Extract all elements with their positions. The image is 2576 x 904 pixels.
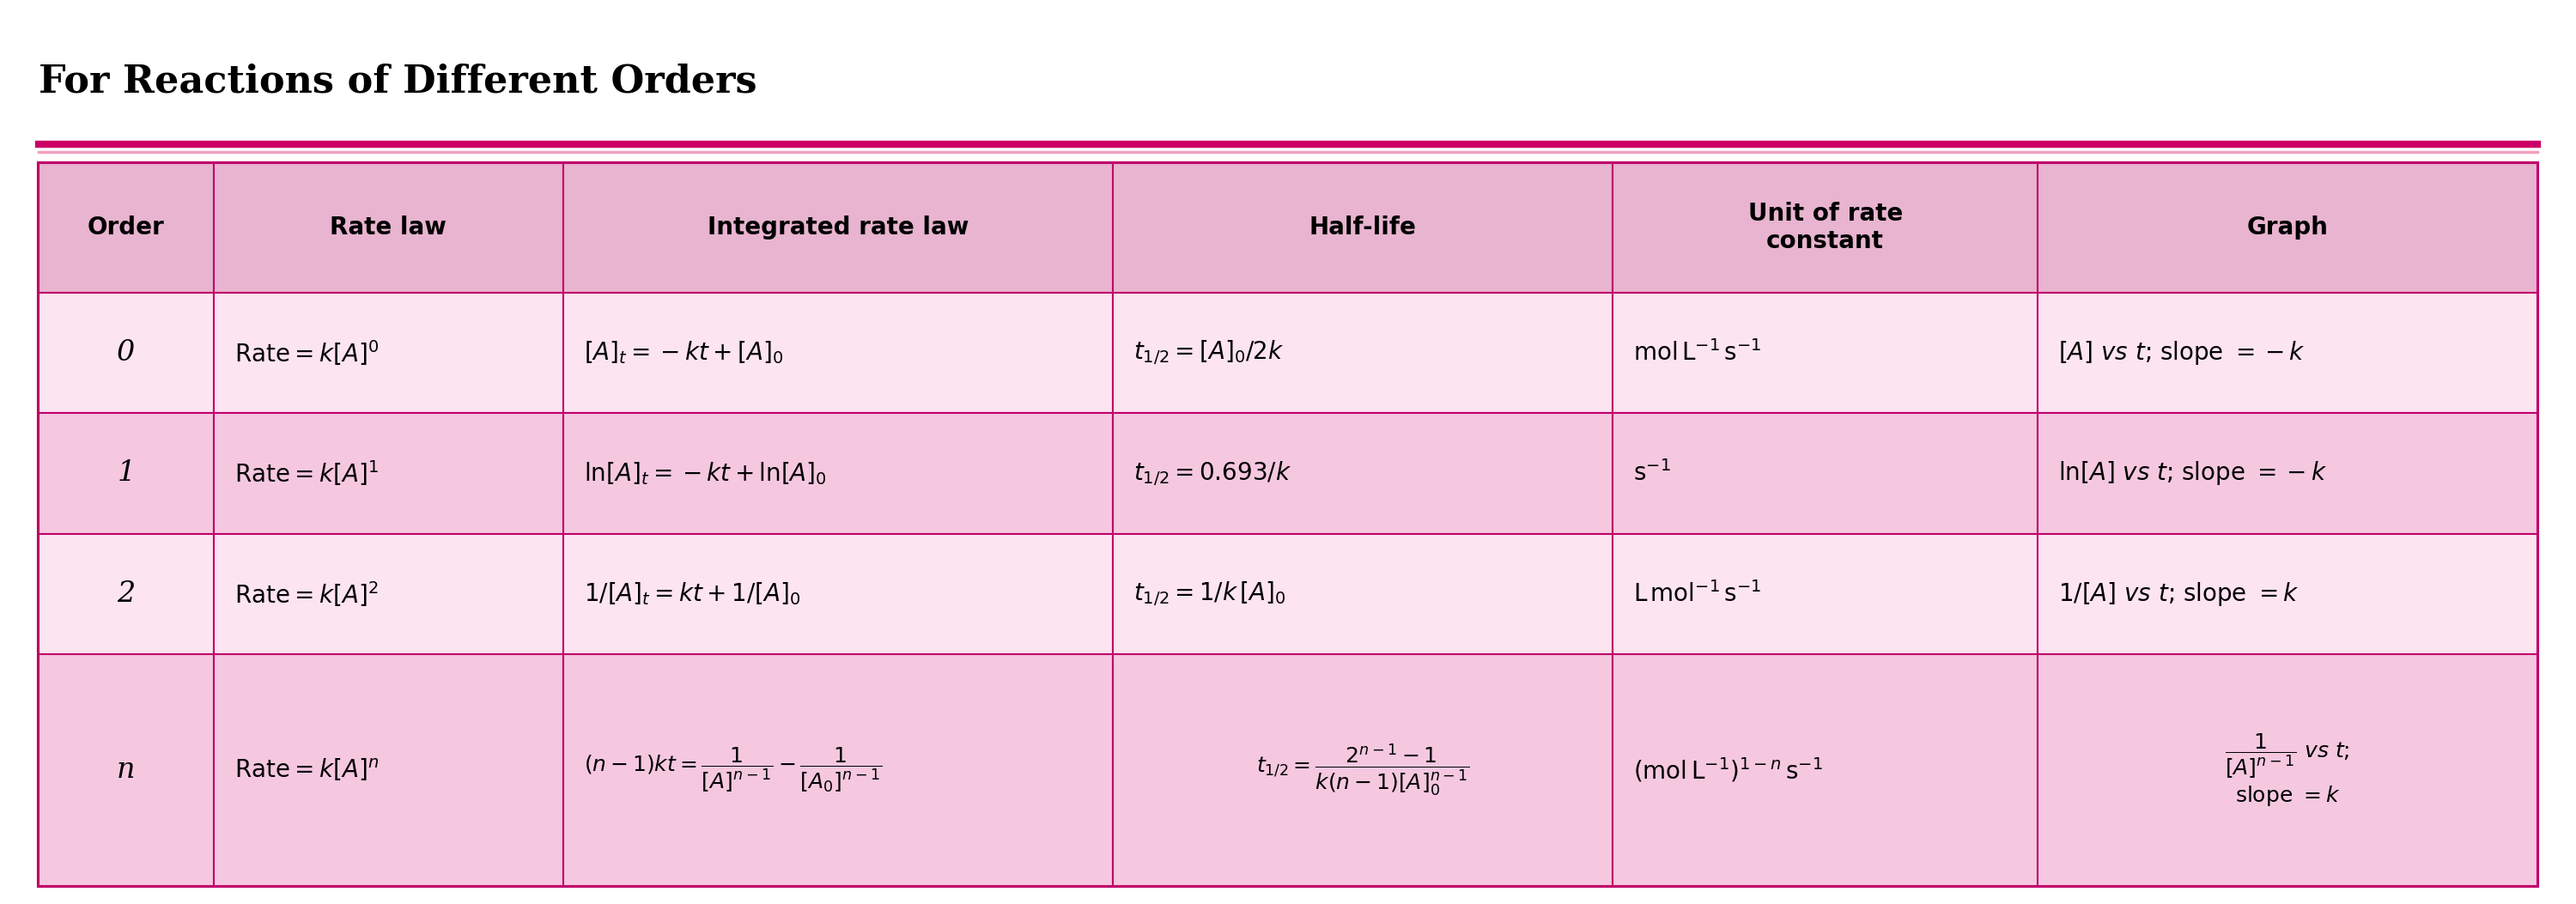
Bar bbox=[39, 163, 2537, 886]
Text: $\ln[A]_t = -kt + \ln[A]_0$: $\ln[A]_t = -kt + \ln[A]_0$ bbox=[585, 460, 827, 486]
Text: $t_{1/2} = 0.693/k$: $t_{1/2} = 0.693/k$ bbox=[1133, 459, 1291, 487]
Text: 1: 1 bbox=[116, 459, 134, 487]
Bar bbox=[1113, 293, 1613, 413]
Text: $\ln[A]$ $vs$ $t$; slope $= -k$: $\ln[A]$ $vs$ $t$; slope $= -k$ bbox=[2058, 459, 2326, 487]
Bar bbox=[1613, 654, 2038, 886]
Bar bbox=[2038, 413, 2537, 533]
Bar bbox=[1113, 413, 1613, 533]
Bar bbox=[2038, 293, 2537, 413]
Bar bbox=[564, 413, 1113, 533]
Text: $\mathrm{s^{-1}}$: $\mathrm{s^{-1}}$ bbox=[1633, 460, 1672, 486]
Text: $t_{1/2} = 1/k\,[A]_0$: $t_{1/2} = 1/k\,[A]_0$ bbox=[1133, 579, 1285, 607]
Text: Graph: Graph bbox=[2246, 215, 2329, 240]
Text: $t_{1/2} = [A]_0/2k$: $t_{1/2} = [A]_0/2k$ bbox=[1133, 339, 1285, 367]
Bar bbox=[39, 533, 214, 654]
Text: 0: 0 bbox=[116, 339, 134, 366]
Text: $\mathrm{Rate} = k[A]^0$: $\mathrm{Rate} = k[A]^0$ bbox=[234, 338, 379, 367]
Text: For Reactions of Different Orders: For Reactions of Different Orders bbox=[39, 63, 757, 100]
Text: Order: Order bbox=[88, 215, 165, 240]
Bar bbox=[214, 413, 564, 533]
Bar bbox=[1613, 413, 2038, 533]
Bar bbox=[214, 293, 564, 413]
Bar bbox=[564, 163, 1113, 293]
Text: $\mathrm{Rate} = k[A]^2$: $\mathrm{Rate} = k[A]^2$ bbox=[234, 579, 379, 608]
Bar bbox=[564, 293, 1113, 413]
Text: $1/[A]_t = kt + 1/[A]_0$: $1/[A]_t = kt + 1/[A]_0$ bbox=[585, 580, 801, 607]
Text: Rate law: Rate law bbox=[330, 215, 446, 240]
Text: $\mathrm{Rate} = k[A]^n$: $\mathrm{Rate} = k[A]^n$ bbox=[234, 757, 379, 783]
Bar bbox=[39, 413, 214, 533]
Bar bbox=[39, 163, 214, 293]
Text: Integrated rate law: Integrated rate law bbox=[708, 215, 969, 240]
Text: $\dfrac{1}{[A]^{n-1}}$ $vs$ $t$;
slope $= k$: $\dfrac{1}{[A]^{n-1}}$ $vs$ $t$; slope $… bbox=[2226, 732, 2349, 808]
Text: $\mathrm{mol\,L^{-1}\,s^{-1}}$: $\mathrm{mol\,L^{-1}\,s^{-1}}$ bbox=[1633, 340, 1762, 365]
Text: $\mathrm{L\,mol^{-1}\,s^{-1}}$: $\mathrm{L\,mol^{-1}\,s^{-1}}$ bbox=[1633, 581, 1762, 607]
Bar bbox=[1613, 533, 2038, 654]
Bar bbox=[214, 654, 564, 886]
Bar bbox=[1113, 533, 1613, 654]
Bar bbox=[564, 533, 1113, 654]
Bar bbox=[1613, 163, 2038, 293]
Bar bbox=[1113, 163, 1613, 293]
Text: $\mathrm{Rate} = k[A]^1$: $\mathrm{Rate} = k[A]^1$ bbox=[234, 458, 379, 488]
Text: $[A]_t = -kt + [A]_0$: $[A]_t = -kt + [A]_0$ bbox=[585, 340, 783, 366]
Text: $(\mathrm{mol\,L^{-1}})^{1-n}\,\mathrm{s^{-1}}$: $(\mathrm{mol\,L^{-1}})^{1-n}\,\mathrm{s… bbox=[1633, 756, 1824, 784]
Bar bbox=[214, 533, 564, 654]
Bar bbox=[564, 654, 1113, 886]
Bar bbox=[1613, 293, 2038, 413]
Bar bbox=[1113, 654, 1613, 886]
Text: $t_{1/2} = \dfrac{2^{n-1}-1}{k(n-1)[A]_0^{n-1}}$: $t_{1/2} = \dfrac{2^{n-1}-1}{k(n-1)[A]_0… bbox=[1257, 742, 1471, 797]
Bar bbox=[39, 293, 214, 413]
Text: $[A]$ $vs$ $t$; slope $= -k$: $[A]$ $vs$ $t$; slope $= -k$ bbox=[2058, 339, 2306, 366]
Bar bbox=[2038, 533, 2537, 654]
Bar bbox=[2038, 163, 2537, 293]
Text: Unit of rate
constant: Unit of rate constant bbox=[1749, 202, 1904, 253]
Bar bbox=[2038, 654, 2537, 886]
Bar bbox=[39, 654, 214, 886]
Text: $1/[A]$ $vs$ $t$; slope $= k$: $1/[A]$ $vs$ $t$; slope $= k$ bbox=[2058, 580, 2300, 607]
Text: 2: 2 bbox=[116, 580, 134, 607]
Text: Half-life: Half-life bbox=[1309, 215, 1417, 240]
Bar bbox=[214, 163, 564, 293]
Text: n: n bbox=[116, 757, 137, 784]
Text: $(n-1)kt = \dfrac{1}{[A]^{n-1}} - \dfrac{1}{[A_0]^{n-1}}$: $(n-1)kt = \dfrac{1}{[A]^{n-1}} - \dfrac… bbox=[585, 746, 881, 795]
